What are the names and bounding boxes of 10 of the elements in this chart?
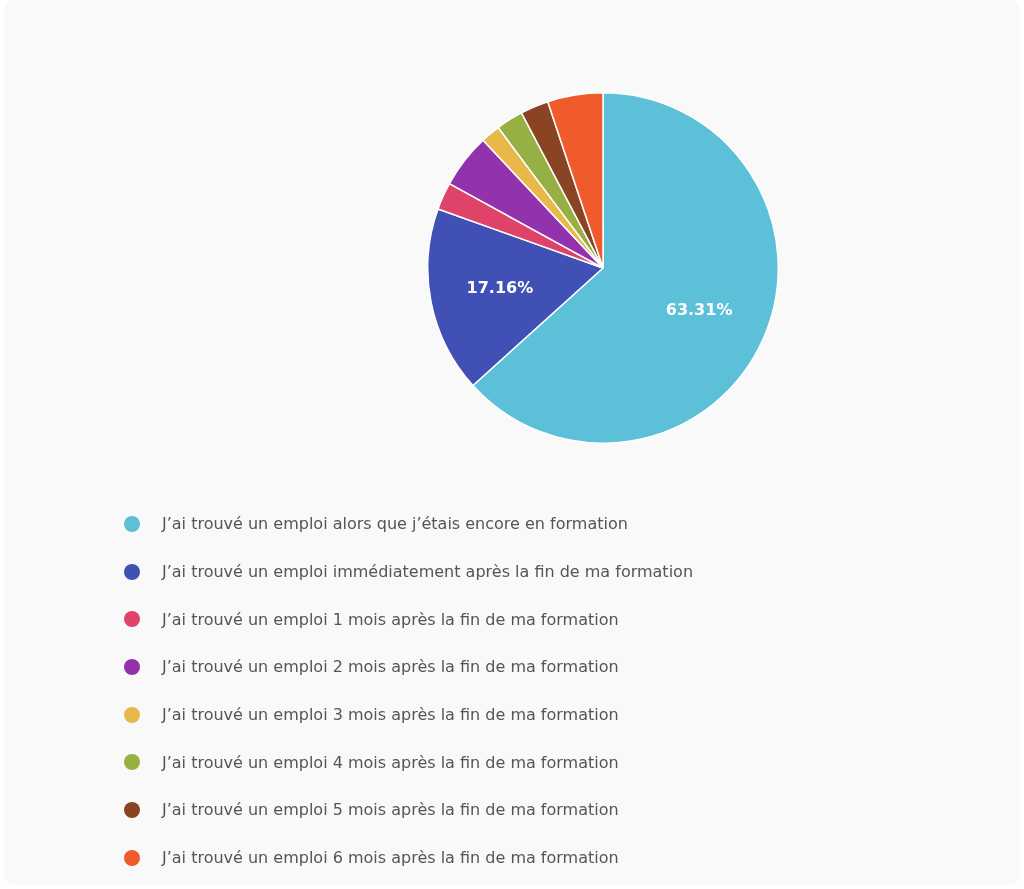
- legend-label: J’ai trouvé un emploi 4 mois après la fin de ma formation: [162, 752, 619, 772]
- legend-label: J’ai trouvé un emploi 5 mois après la fin de ma formation: [162, 800, 619, 820]
- legend-label: J’ai trouvé un emploi 6 mois après la fin de ma formation: [162, 848, 619, 868]
- legend-label: J’ai trouvé un emploi alors que j’étais encore en formation: [162, 514, 628, 534]
- legend-label: J’ai trouvé un emploi 3 mois après la fin de ma formation: [162, 705, 619, 725]
- legend-label: J’ai trouvé un emploi 1 mois après la fin de ma formation: [162, 609, 619, 629]
- data-label: 63.31%: [665, 299, 733, 319]
- data-label: 17.16%: [466, 277, 534, 297]
- legend-label: J’ai trouvé un emploi immédiatement après la fin de ma formation: [162, 562, 694, 582]
- legend-label: J’ai trouvé un emploi 2 mois après la fin de ma formation: [162, 657, 619, 677]
